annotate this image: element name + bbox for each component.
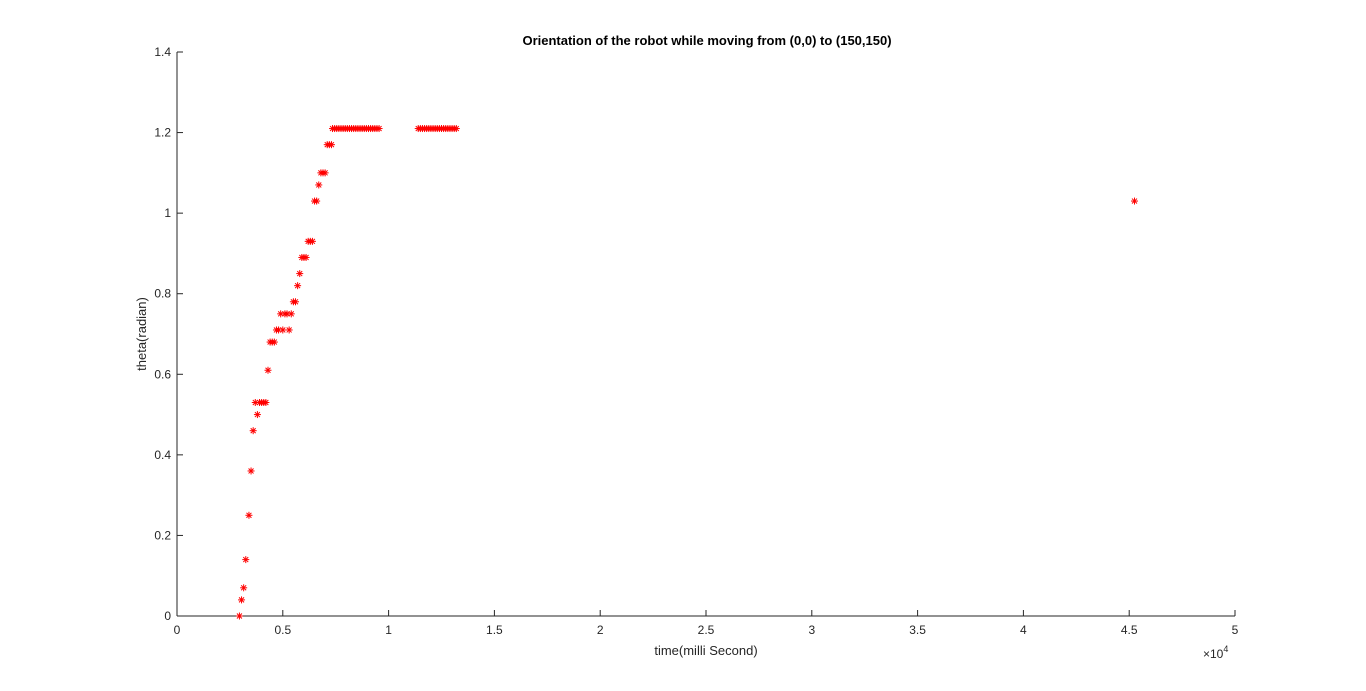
- data-point: [283, 310, 291, 318]
- x-tick-label: 4: [1020, 623, 1027, 637]
- data-point: [247, 467, 255, 475]
- data-point: [262, 398, 270, 406]
- y-tick-label: 0.4: [154, 448, 171, 462]
- data-point: [375, 125, 383, 133]
- x-tick-label: 1.5: [486, 623, 503, 637]
- data-point: [287, 310, 295, 318]
- data-point: [249, 427, 257, 435]
- y-tick-label: 1.4: [154, 45, 171, 59]
- data-point: [315, 181, 323, 189]
- x-exponent-base: ×10: [1203, 647, 1224, 661]
- y-tick-label: 1: [164, 206, 171, 220]
- x-tick-label: 0: [174, 623, 181, 637]
- data-points: [235, 125, 1138, 620]
- data-point: [245, 511, 253, 519]
- data-point: [308, 237, 316, 245]
- axes: [176, 52, 1235, 617]
- y-tick-label: 0.8: [154, 287, 171, 301]
- data-point: [264, 366, 272, 374]
- data-point: [240, 584, 248, 592]
- data-point: [270, 338, 278, 346]
- x-ticks: 0 0.5 1 1.5 2 2.5 3 3.5 4 4.5 5: [174, 610, 1239, 637]
- y-axis-label: theta(radian): [134, 297, 149, 371]
- x-tick-label: 5: [1232, 623, 1239, 637]
- x-exponent-power: 4: [1223, 644, 1228, 654]
- y-tick-label: 0.6: [154, 367, 171, 381]
- data-point: [296, 270, 304, 278]
- x-tick-label: 0.5: [274, 623, 291, 637]
- data-point: [235, 612, 243, 620]
- data-point: [251, 398, 259, 406]
- data-point: [285, 326, 293, 334]
- x-tick-label: 2.5: [698, 623, 715, 637]
- x-exponent-label: ×104: [1203, 644, 1228, 661]
- y-tick-label: 1.2: [154, 126, 171, 140]
- y-tick-label: 0.2: [154, 528, 171, 542]
- data-point: [291, 298, 299, 306]
- data-point: [321, 169, 329, 177]
- data-point: [302, 253, 310, 261]
- data-point: [238, 596, 246, 604]
- data-point: [279, 326, 287, 334]
- data-point: [452, 125, 460, 133]
- chart-title: Orientation of the robot while moving fr…: [522, 33, 891, 48]
- y-tick-label: 0: [164, 609, 171, 623]
- data-point: [253, 411, 261, 419]
- x-tick-label: 2: [597, 623, 604, 637]
- data-point: [327, 141, 335, 149]
- x-tick-label: 4.5: [1121, 623, 1138, 637]
- x-tick-label: 1: [385, 623, 392, 637]
- data-point: [294, 282, 302, 290]
- x-tick-label: 3: [808, 623, 815, 637]
- data-point: [242, 556, 250, 564]
- data-point: [313, 197, 321, 205]
- data-point: [1130, 197, 1138, 205]
- x-axis-label: time(milli Second): [654, 643, 757, 658]
- data-point: [275, 326, 283, 334]
- x-tick-label: 3.5: [909, 623, 926, 637]
- y-ticks: 0 0.2 0.4 0.6 0.8 1 1.2 1.4: [154, 45, 183, 623]
